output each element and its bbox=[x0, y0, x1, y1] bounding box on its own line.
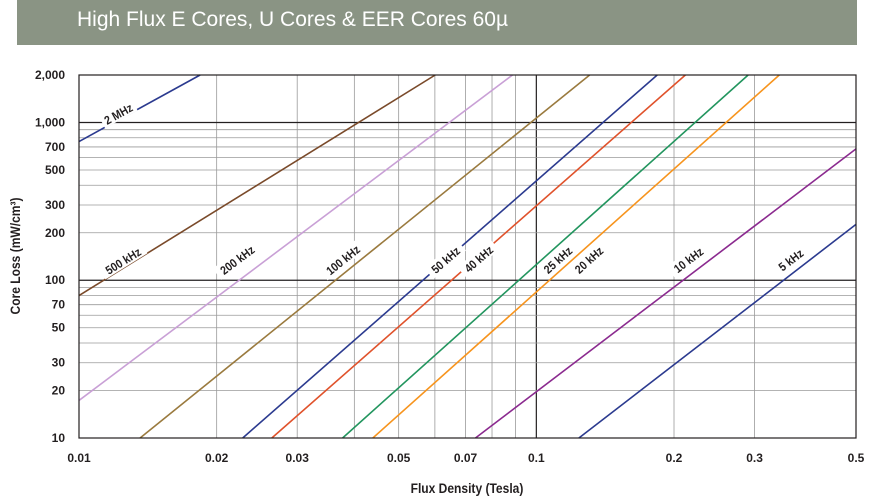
series-line bbox=[78, 74, 201, 143]
y-tick-label: 300 bbox=[45, 198, 65, 212]
series-line bbox=[78, 74, 514, 402]
series-line bbox=[578, 223, 857, 439]
y-tick-label: 70 bbox=[52, 298, 66, 312]
curve-label-bg bbox=[567, 239, 610, 280]
x-tick-label: 0.07 bbox=[454, 451, 478, 465]
curve-label-bg bbox=[536, 239, 579, 280]
curve-label-bg bbox=[424, 239, 467, 279]
y-tick-label: 30 bbox=[52, 356, 66, 370]
curve-label-bg bbox=[212, 238, 261, 280]
series-line bbox=[342, 74, 749, 439]
curve-label-bg bbox=[98, 241, 148, 280]
x-tick-label: 0.3 bbox=[746, 451, 763, 465]
curve-label-bg bbox=[771, 242, 810, 277]
x-tick-label: 0.03 bbox=[286, 451, 310, 465]
x-tick-label: 0.1 bbox=[528, 451, 545, 465]
curve-label-bg bbox=[666, 240, 710, 279]
axis-ticks: 0.01 0.02 0.03 0.05 0.07 0.1 0.2 0.3 0.5 10 20 30 50… bbox=[35, 68, 865, 465]
curve-label-bg bbox=[457, 238, 500, 278]
title-banner: High Flux E Cores, U Cores & EER Cores 6… bbox=[17, 0, 857, 45]
curve-label-bg bbox=[98, 98, 138, 129]
y-tick-label: 200 bbox=[45, 226, 65, 240]
plot-frame bbox=[78, 74, 857, 439]
y-axis-title: Core Loss (mW/cm³) bbox=[7, 198, 23, 315]
curve-label-bg bbox=[318, 238, 367, 281]
x-tick-label: 0.02 bbox=[205, 451, 229, 465]
y-tick-label: 500 bbox=[45, 163, 65, 177]
x-tick-label: 0.2 bbox=[666, 451, 683, 465]
series-line bbox=[139, 74, 591, 439]
y-tick-label: 100 bbox=[45, 273, 65, 287]
x-tick-label: 0.05 bbox=[387, 451, 411, 465]
x-axis-title: Flux Density (Tesla) bbox=[411, 480, 524, 496]
series-line bbox=[372, 74, 780, 439]
y-tick-label: 50 bbox=[52, 321, 66, 335]
chart-title: High Flux E Cores, U Cores & EER Cores 6… bbox=[77, 8, 509, 31]
x-tick-label: 0.01 bbox=[67, 451, 91, 465]
y-tick-label: 10 bbox=[52, 431, 66, 445]
grid bbox=[78, 74, 857, 439]
y-tick-label: 700 bbox=[45, 140, 65, 154]
plot-background bbox=[79, 75, 856, 438]
y-tick-label: 20 bbox=[52, 384, 66, 398]
series-line bbox=[474, 148, 857, 439]
x-tick-label: 0.5 bbox=[848, 451, 865, 465]
y-tick-label: 2,000 bbox=[35, 68, 65, 82]
y-tick-label: 1,000 bbox=[35, 115, 65, 129]
